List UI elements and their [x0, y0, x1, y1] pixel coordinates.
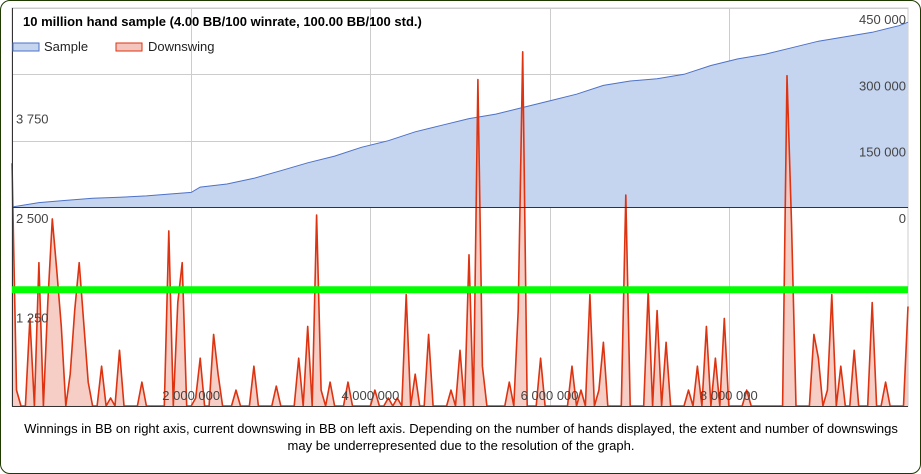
sample-area: [12, 22, 908, 208]
legend-label-downswing: Downswing: [148, 39, 214, 54]
legend-label-sample: Sample: [44, 39, 88, 54]
right-tick-label: 150 000: [859, 145, 906, 160]
chart-caption: Winnings in BB on right axis, current do…: [24, 421, 898, 453]
tick-labels: 2 000 000 4 000 000 6 000 000 8 000 000 1 25…: [16, 12, 906, 403]
right-tick-label: 0: [899, 211, 906, 226]
legend-swatch-downswing: [115, 42, 143, 52]
left-tick-label: 3 750: [16, 112, 49, 127]
right-tick-label: 450 000: [859, 12, 906, 27]
sample-line: [11, 21, 909, 208]
x-tick-label: 6 000 000: [521, 388, 579, 403]
x-tick-label: 2 000 000: [162, 388, 220, 403]
x-tick-label: 4 000 000: [341, 388, 399, 403]
series-sample: [11, 21, 909, 208]
legend-swatch-sample: [12, 42, 40, 52]
left-tick-label: 2 500: [16, 211, 49, 226]
right-tick-label: 300 000: [859, 78, 906, 93]
axes: [12, 8, 908, 407]
legend: Sample Downswing: [12, 39, 214, 54]
x-tick-label: 8 000 000: [700, 388, 758, 403]
left-tick-label: 1 250: [16, 311, 49, 326]
chart-title: 10 million hand sample (4.00 BB/100 winr…: [23, 14, 422, 29]
